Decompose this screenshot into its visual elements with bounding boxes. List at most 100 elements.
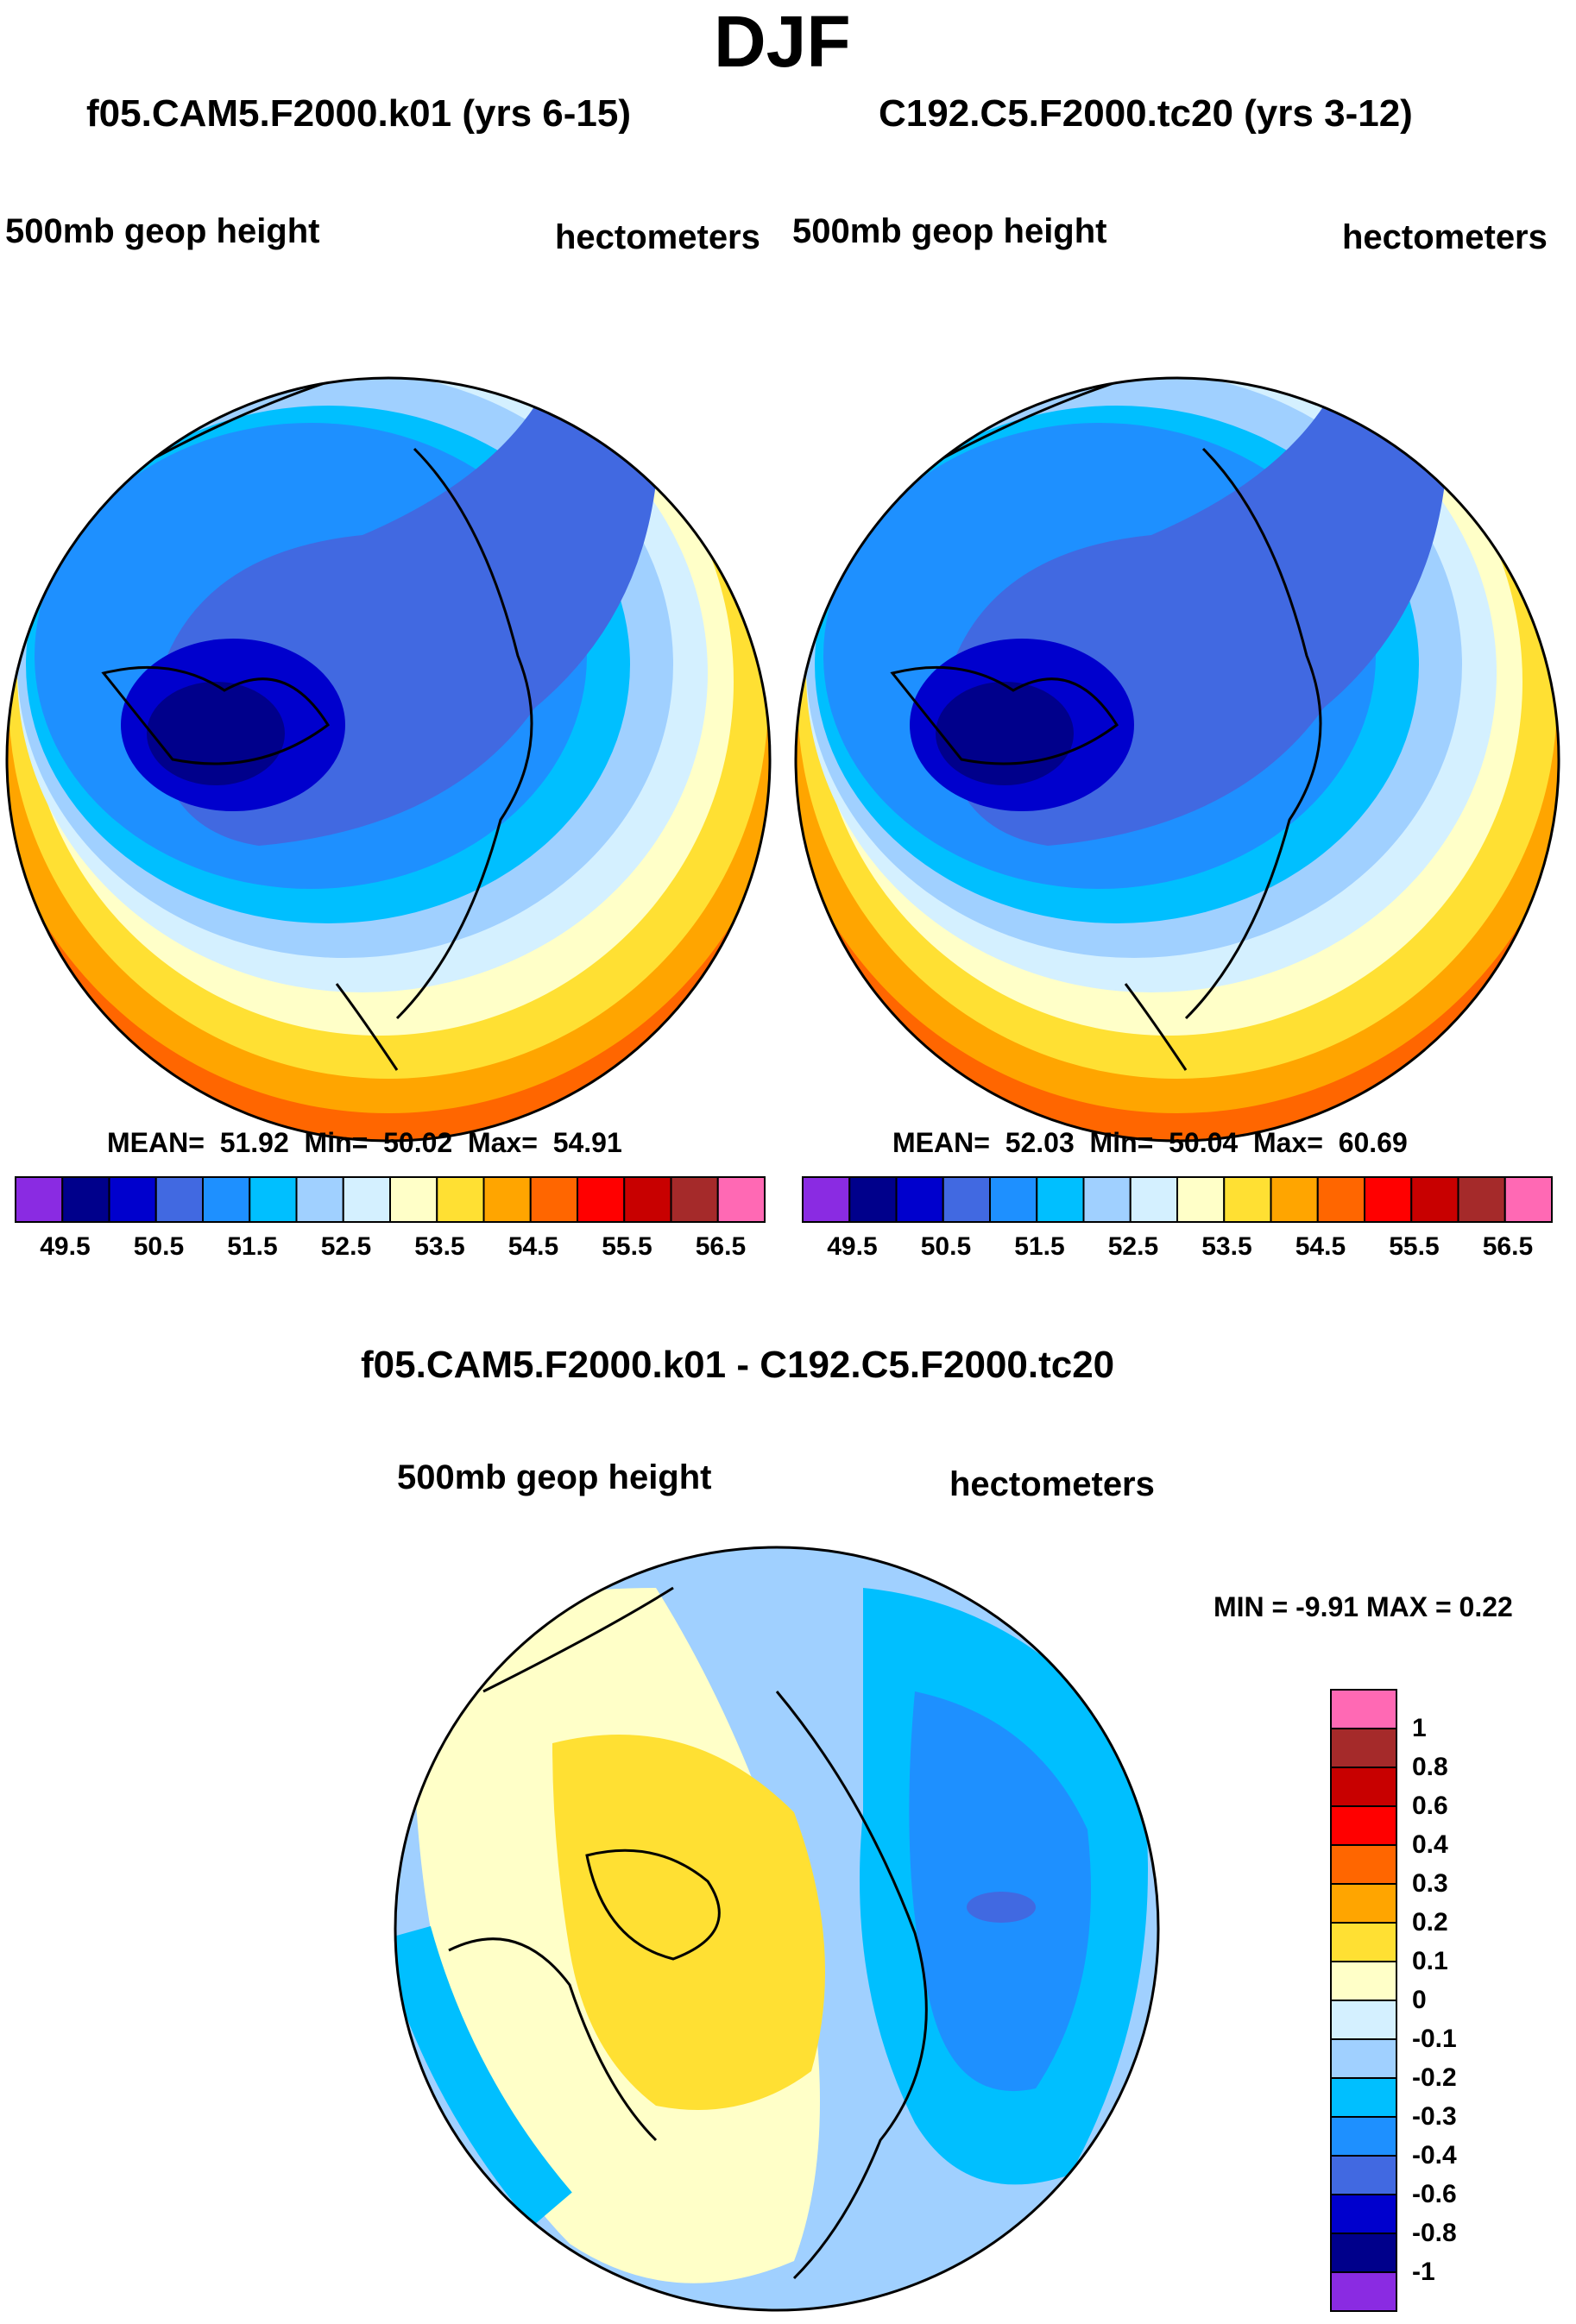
left-panel-title: f05.CAM5.F2000.k01 (yrs 6-15) — [86, 92, 631, 135]
left-coast-4 — [335, 983, 399, 1071]
diff-colorbar-box — [1330, 1805, 1397, 1846]
left-colorbar-tick-label: 53.5 — [414, 1232, 465, 1261]
left-min-value: 50.02 — [383, 1127, 453, 1158]
right-colorbar-tick-label: 50.5 — [920, 1232, 972, 1261]
left-colorbar-tick-label: 49.5 — [40, 1232, 91, 1261]
right-colorbar-tick-label: 55.5 — [1389, 1232, 1440, 1261]
left-variable-label: 500mb geop height — [5, 212, 320, 250]
diff-panel-title: f05.CAM5.F2000.k01 - C192.C5.F2000.tc20 — [361, 1344, 1115, 1386]
diff-colorbar-box — [1330, 1689, 1397, 1729]
diff-colorbar-tick-label: 0.2 — [1412, 1908, 1448, 1937]
diff-colorbar-box — [1330, 2116, 1397, 2157]
left-colorbar-tick-label: 54.5 — [507, 1232, 559, 1261]
diff-units-label: hectometers — [949, 1465, 1155, 1503]
diff-colorbar-box — [1330, 1883, 1397, 1924]
right-colorbar-box — [1457, 1176, 1506, 1223]
right-colorbar-tick-label: 51.5 — [1014, 1232, 1065, 1261]
right-mean-label: MEAN= — [892, 1127, 990, 1158]
diff-coast-3 — [775, 1691, 928, 2280]
right-coast-3 — [1184, 447, 1322, 1020]
diff-colorbar-box — [1330, 2233, 1397, 2273]
diff-pos-core — [552, 1735, 825, 2110]
left-coast-2 — [101, 665, 331, 765]
diff-colorbar-box — [1330, 2194, 1397, 2234]
right-colorbar-box — [1364, 1176, 1413, 1223]
right-coast-2 — [890, 665, 1119, 765]
diff-colorbar-tick-label: -0.2 — [1412, 2063, 1457, 2092]
left-max-value: 54.91 — [552, 1127, 622, 1158]
right-colorbar-tick-label: 49.5 — [827, 1232, 878, 1261]
left-colorbar-box — [389, 1176, 438, 1223]
diff-colorbar-tick-label: -0.6 — [1412, 2180, 1457, 2208]
left-colorbar-box — [154, 1176, 204, 1223]
right-coast-4 — [1124, 983, 1188, 1071]
diff-colorbar-tick-label: 0.8 — [1412, 1753, 1448, 1781]
left-colorbar-box — [716, 1176, 766, 1223]
right-map-border — [794, 376, 1560, 1143]
right-max-value: 60.69 — [1338, 1127, 1408, 1158]
season-title: DJF — [714, 1, 851, 82]
diff-map-border — [394, 1546, 1160, 2312]
diff-colorbar-tick-label: -0.3 — [1412, 2102, 1457, 2131]
diff-coast-4 — [448, 1937, 658, 2142]
right-colorbar-box — [1410, 1176, 1459, 1223]
right-colorbar-tick-label: 53.5 — [1201, 1232, 1252, 1261]
left-min-label: Min= — [304, 1127, 369, 1158]
diff-colorbar-tick-label: -1 — [1412, 2258, 1435, 2286]
left-colorbar-tick-label: 56.5 — [695, 1232, 747, 1261]
diff-colorbar-tick-label: 0 — [1412, 1986, 1427, 2014]
left-colorbar-box — [202, 1176, 251, 1223]
right-colorbar-box — [802, 1176, 851, 1223]
left-stats: MEAN= 51.92 Min= 50.02 Max= 54.91 — [107, 1129, 622, 1156]
diff-colorbar-box — [1330, 1728, 1397, 1768]
left-colorbar-box — [295, 1176, 344, 1223]
left-colorbar-tick-label: 52.5 — [320, 1232, 372, 1261]
diff-colorbar — [1330, 1689, 1397, 2312]
right-colorbar-box — [1036, 1176, 1085, 1223]
diff-max-spot — [440, 1547, 596, 1605]
left-colorbar — [15, 1176, 766, 1223]
diff-colorbar-box — [1330, 2077, 1397, 2118]
diff-variable-label: 500mb geop height — [397, 1458, 712, 1496]
diff-colorbar-tick-label: 0.6 — [1412, 1792, 1448, 1820]
diff-coast-2 — [585, 1848, 721, 1961]
right-colorbar-box — [1129, 1176, 1178, 1223]
diff-coast-1 — [482, 1586, 674, 1693]
left-map-border — [5, 376, 772, 1143]
left-colorbar-box — [15, 1176, 64, 1223]
right-colorbar-tick-label: 56.5 — [1482, 1232, 1534, 1261]
right-variable-label: 500mb geop height — [792, 212, 1107, 250]
right-min-value: 50.04 — [1169, 1127, 1239, 1158]
diff-colorbar-box — [1330, 2038, 1397, 2079]
diff-colorbar-tick-label: -0.8 — [1412, 2219, 1457, 2247]
diff-colorbar-tick-label: 0.1 — [1412, 1947, 1448, 1975]
diff-colorbar-box — [1330, 1767, 1397, 1807]
left-colorbar-box — [108, 1176, 157, 1223]
diff-colorbar-tick-label: -0.4 — [1412, 2141, 1457, 2170]
right-colorbar-tick-label: 54.5 — [1295, 1232, 1346, 1261]
right-panel-title: C192.C5.F2000.tc20 (yrs 3-12) — [879, 92, 1413, 135]
left-colorbar-box — [342, 1176, 391, 1223]
left-colorbar-box — [436, 1176, 485, 1223]
left-colorbar-tick-label: 51.5 — [227, 1232, 278, 1261]
diff-colorbar-box — [1330, 2271, 1397, 2312]
right-stats: MEAN= 52.03 Min= 50.04 Max= 60.69 — [892, 1129, 1408, 1156]
diff-colorbar-tick-label: 0.4 — [1412, 1830, 1448, 1859]
diff-colorbar-tick-label: -0.1 — [1412, 2025, 1457, 2053]
right-colorbar-box — [1504, 1176, 1553, 1223]
right-colorbar-box — [1270, 1176, 1319, 1223]
right-colorbar-box — [895, 1176, 944, 1223]
left-max-label: Max= — [467, 1127, 538, 1158]
diff-colorbar-box — [1330, 2155, 1397, 2195]
right-units-label: hectometers — [1342, 218, 1548, 256]
diff-minmax: MIN = -9.91 MAX = 0.22 — [1214, 1591, 1513, 1622]
right-colorbar-tick-label: 52.5 — [1107, 1232, 1159, 1261]
left-mean-value: 51.92 — [219, 1127, 289, 1158]
diff-colorbar-box — [1330, 1844, 1397, 1885]
left-coast-3 — [395, 447, 533, 1020]
right-mean-value: 52.03 — [1005, 1127, 1075, 1158]
diff-colorbar-tick-label: 0.3 — [1412, 1869, 1448, 1898]
diff-min-spot — [967, 1892, 1036, 1923]
